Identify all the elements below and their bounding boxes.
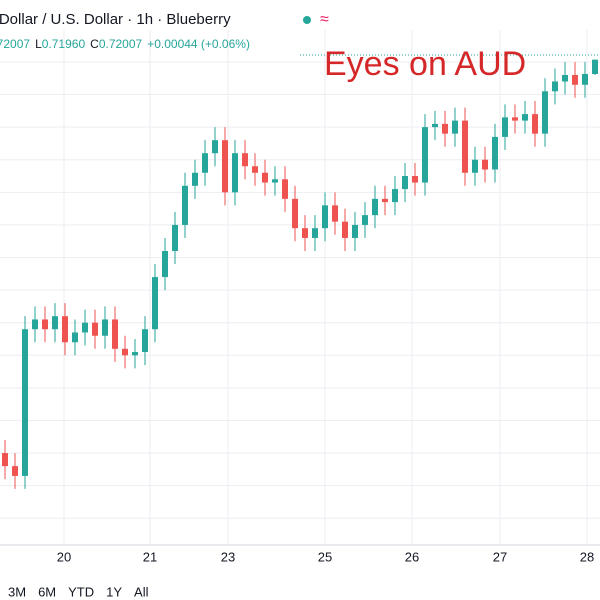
candle-body bbox=[402, 176, 408, 190]
candle-body bbox=[62, 316, 68, 343]
candle-body bbox=[492, 136, 498, 170]
symbol-title: an Dollar / U.S. Dollar · 1h · Blueberry bbox=[0, 11, 231, 28]
candle-body bbox=[482, 159, 488, 170]
x-tick-label: 28 bbox=[580, 549, 594, 564]
candle-body bbox=[112, 319, 118, 349]
candle-body bbox=[382, 198, 388, 203]
status-icon: ≈ bbox=[320, 11, 329, 28]
candle-body bbox=[552, 81, 558, 92]
candle-body bbox=[292, 198, 298, 229]
candle-body bbox=[542, 91, 548, 134]
candle-body bbox=[392, 189, 398, 203]
status-dot bbox=[303, 16, 311, 24]
candle-body bbox=[2, 453, 8, 467]
candle-body bbox=[12, 466, 18, 476]
x-tick-label: 26 bbox=[405, 549, 419, 564]
candle-body bbox=[522, 114, 528, 121]
candle-body bbox=[72, 332, 78, 343]
candle-body bbox=[202, 153, 208, 173]
candle-body bbox=[502, 117, 508, 137]
candle-body bbox=[322, 205, 328, 229]
candle-body bbox=[132, 352, 138, 356]
candle-body bbox=[82, 322, 88, 333]
ohlc-value: 0.72007 bbox=[99, 37, 143, 51]
candle-body bbox=[102, 319, 108, 336]
ohlc-label: C bbox=[90, 37, 99, 51]
candle-body bbox=[592, 59, 598, 75]
plot-area bbox=[0, 30, 600, 545]
candle-body bbox=[462, 120, 468, 173]
candle-body bbox=[572, 74, 578, 85]
candle-body bbox=[182, 185, 188, 225]
candle-body bbox=[302, 228, 308, 238]
range-button[interactable]: 3M bbox=[8, 584, 26, 599]
x-tick-label: 23 bbox=[221, 549, 235, 564]
candle-body bbox=[152, 277, 158, 330]
x-tick-label: 27 bbox=[493, 549, 507, 564]
candle-body bbox=[562, 74, 568, 82]
candle-body bbox=[582, 74, 588, 85]
candle-body bbox=[262, 172, 268, 183]
ohlc-label: L bbox=[35, 37, 42, 51]
candle-body bbox=[512, 117, 518, 121]
ohlc-value: 0.72007 bbox=[0, 37, 30, 51]
candle-body bbox=[22, 329, 28, 476]
ohlc-value: 0.71960 bbox=[42, 37, 86, 51]
candle-body bbox=[32, 319, 38, 330]
candle-body bbox=[252, 166, 258, 173]
range-button[interactable]: All bbox=[134, 584, 149, 599]
candle-body bbox=[352, 224, 358, 238]
candle-body bbox=[52, 316, 58, 330]
annotation: Eyes on AUD bbox=[324, 45, 526, 83]
range-button[interactable]: 6M bbox=[38, 584, 56, 599]
candle-body bbox=[422, 127, 428, 183]
candle-body bbox=[222, 140, 228, 193]
candle-body bbox=[142, 329, 148, 353]
candle-body bbox=[372, 198, 378, 216]
candle-body bbox=[122, 348, 128, 356]
candle-body bbox=[162, 250, 168, 278]
candle-body bbox=[282, 179, 288, 199]
candle-body bbox=[342, 221, 348, 238]
range-button[interactable]: YTD bbox=[68, 584, 94, 599]
candle-body bbox=[212, 140, 218, 154]
x-tick-label: 20 bbox=[57, 549, 71, 564]
candle-body bbox=[412, 176, 418, 183]
range-button[interactable]: 1Y bbox=[106, 584, 122, 599]
x-tick-label: 25 bbox=[318, 549, 332, 564]
candle-body bbox=[362, 215, 368, 225]
candle-body bbox=[172, 224, 178, 251]
change-value: +0.00044 (+0.06%) bbox=[147, 37, 250, 51]
candle-body bbox=[442, 123, 448, 134]
candle-body bbox=[452, 120, 458, 134]
candle-body bbox=[432, 123, 438, 128]
candle-body bbox=[332, 205, 338, 222]
x-tick-label: 21 bbox=[143, 549, 157, 564]
candle-body bbox=[232, 153, 238, 193]
candle-body bbox=[92, 322, 98, 336]
candle-body bbox=[312, 228, 318, 238]
candle-body bbox=[242, 153, 248, 167]
candle-body bbox=[532, 114, 538, 134]
candle-body bbox=[42, 319, 48, 330]
candle-body bbox=[192, 172, 198, 186]
candle-body bbox=[472, 159, 478, 173]
candle-body bbox=[272, 179, 278, 183]
